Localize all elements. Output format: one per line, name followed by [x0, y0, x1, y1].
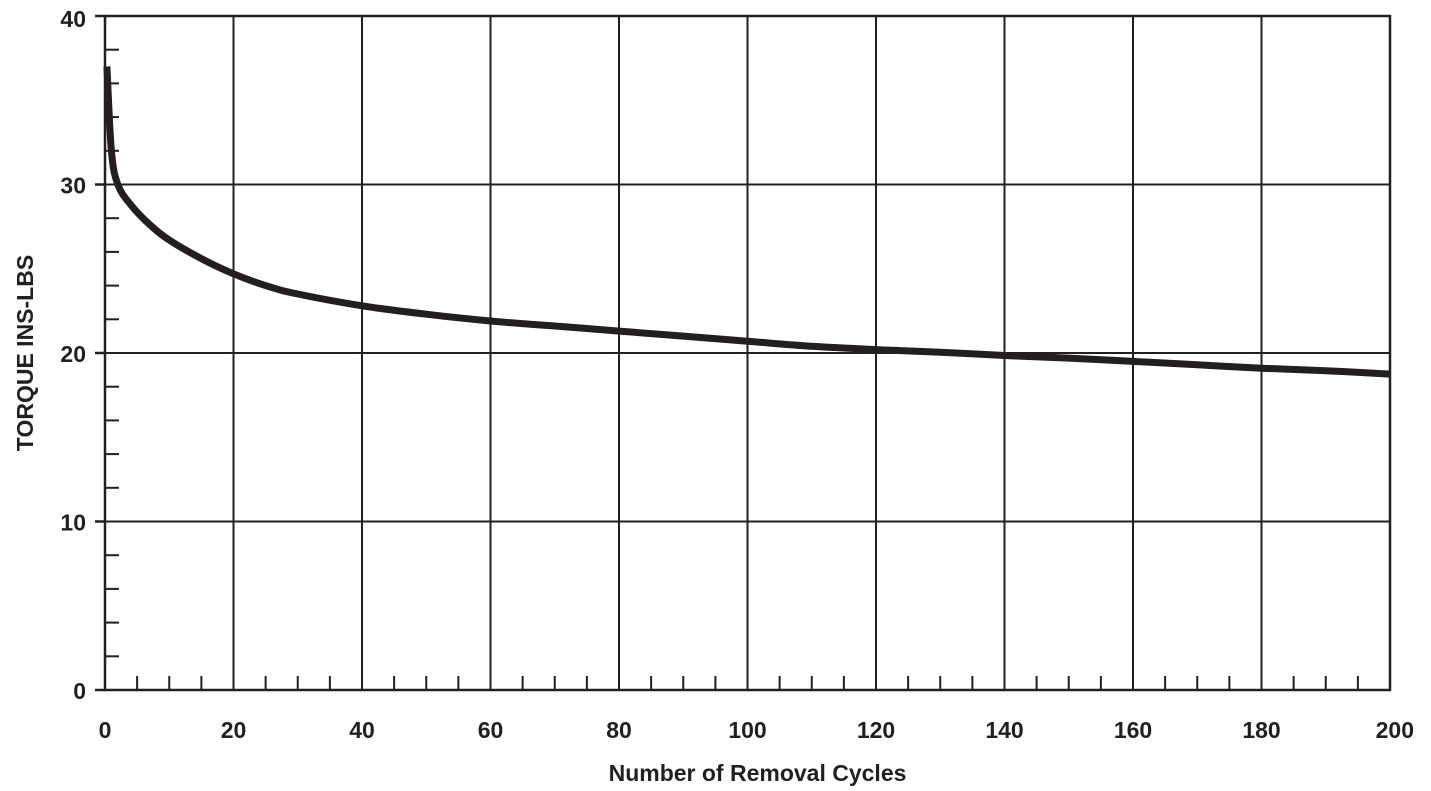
x-tick-label: 80: [606, 717, 632, 743]
y-tick-label: 40: [60, 6, 86, 32]
axes: [95, 14, 1392, 692]
y-tick-label: 0: [73, 678, 86, 704]
x-tick-label: 160: [1114, 717, 1152, 743]
x-tick-label: 120: [857, 717, 895, 743]
x-tick-label: 200: [1376, 717, 1414, 743]
x-tick-label: 100: [728, 717, 766, 743]
x-tick-labels: 0 20 40 60 80 100 120 140 160 180 200: [99, 717, 1414, 743]
y-tick-label: 30: [60, 173, 86, 199]
torque-series-line: [103, 66, 1391, 378]
y-tick-label: 20: [60, 341, 86, 367]
x-tick-label: 20: [221, 717, 247, 743]
grid: [105, 16, 1390, 690]
x-tick-label: 180: [1242, 717, 1280, 743]
y-axis-title: TORQUE INS-LBS: [12, 255, 38, 451]
x-tick-label: 140: [985, 717, 1023, 743]
x-tick-label: 40: [349, 717, 375, 743]
x-tick-label: 60: [478, 717, 504, 743]
x-tick-label: 0: [99, 717, 112, 743]
y-tick-labels: 0 10 20 30 40: [60, 6, 86, 704]
y-tick-label: 10: [60, 510, 86, 536]
x-axis-title: Number of Removal Cycles: [609, 760, 907, 786]
